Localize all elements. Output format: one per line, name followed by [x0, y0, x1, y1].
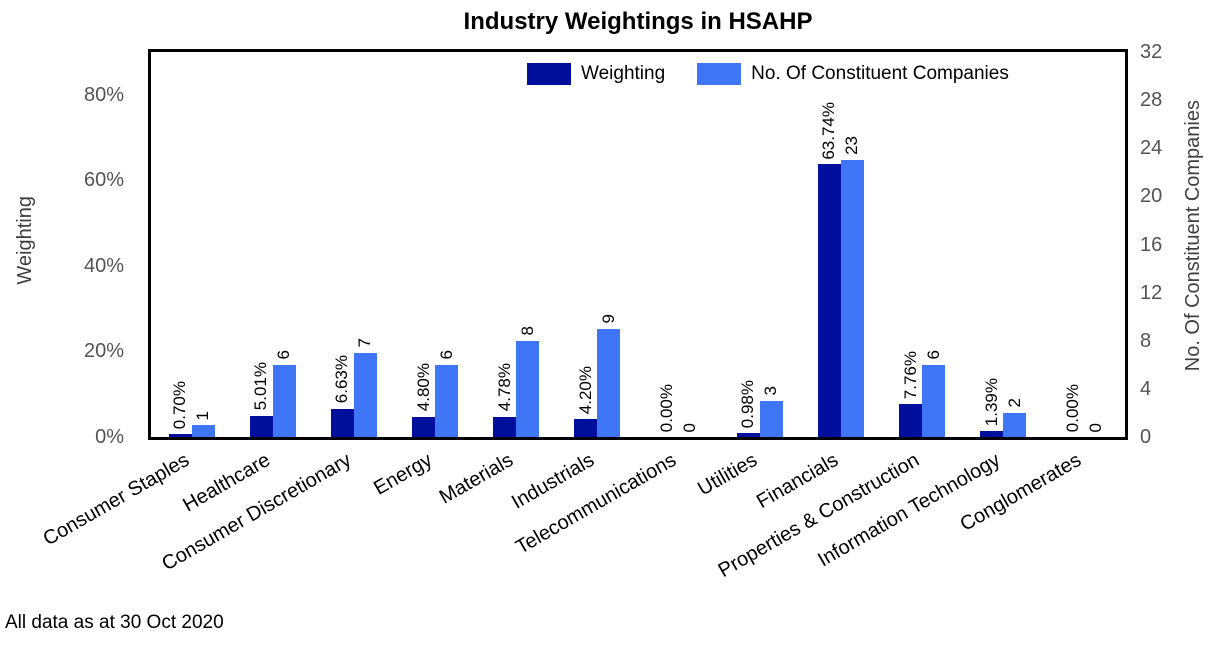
weighting-value-label: 6.63%: [332, 355, 352, 404]
legend-label-companies: No. Of Constituent Companies: [751, 63, 1009, 84]
companies-count-label: 1: [193, 410, 213, 420]
chart-title: Industry Weightings in HSAHP: [463, 8, 813, 35]
companies-swatch: [697, 63, 742, 85]
companies-bar: [516, 340, 540, 437]
legend-item-companies: No. Of Constituent Companies: [697, 63, 1009, 85]
right-axis-tick: 24: [1140, 137, 1163, 160]
companies-bar: [1003, 412, 1027, 437]
weighting-bar: [899, 403, 923, 437]
companies-count-label: 0: [680, 422, 700, 432]
right-axis-tick: 12: [1140, 281, 1163, 304]
weighting-value-label: 1.39%: [981, 377, 1001, 427]
weighting-bar: [330, 408, 354, 437]
companies-bar: [191, 425, 215, 437]
right-axis-tick: 28: [1140, 89, 1163, 112]
weighting-bar: [574, 419, 598, 437]
companies-count-label: 6: [436, 350, 456, 360]
companies-count-label: 9: [598, 314, 618, 324]
weighting-value-label: 4.80%: [413, 363, 433, 412]
footnote: All data as at 30 Oct 2020: [5, 612, 224, 633]
companies-bar: [759, 400, 783, 437]
companies-count-label: 2: [1004, 398, 1024, 408]
right-axis-tick: 8: [1140, 329, 1152, 352]
companies-count-label: 6: [923, 350, 943, 360]
left-axis-tick: 60%: [83, 169, 124, 192]
weighting-value-label: 5.01%: [251, 362, 271, 411]
companies-count-label: 3: [761, 386, 781, 396]
weighting-bar: [249, 415, 273, 437]
companies-count-label: 0: [1085, 422, 1105, 432]
weighting-value-label: 7.76%: [900, 350, 920, 399]
right-axis-tick: 16: [1140, 233, 1163, 256]
weighting-value-label: 4.20%: [575, 365, 595, 414]
companies-bar: [922, 364, 946, 437]
left-axis-tick: 20%: [83, 340, 124, 363]
right-axis-tick: 4: [1140, 377, 1152, 400]
right-axis-tick: 20: [1140, 185, 1163, 208]
companies-bar: [353, 352, 377, 437]
right-axis-tick: 0: [1140, 426, 1152, 448]
weighting-bar: [817, 164, 841, 437]
weighting-bar: [168, 434, 192, 437]
weighting-value-label: 0.70%: [170, 380, 190, 429]
weighting-swatch: [527, 63, 571, 85]
plot-area: Weighting No. Of Constituent Companies 0…: [148, 49, 1128, 440]
weighting-value-label: 0.98%: [738, 379, 758, 428]
legend-label-weighting: Weighting: [581, 63, 666, 84]
legend: Weighting No. Of Constituent Companies: [527, 63, 1009, 85]
companies-bar: [597, 328, 621, 437]
companies-count-label: 8: [517, 326, 537, 336]
companies-bar: [840, 160, 864, 437]
right-axis-tick: 32: [1140, 41, 1163, 63]
weighting-bar: [493, 416, 517, 437]
companies-bar: [435, 364, 459, 437]
left-axis-tick: 80%: [83, 83, 124, 106]
left-axis-tick: 40%: [83, 254, 124, 277]
companies-count-label: 6: [274, 350, 294, 360]
weighting-value-label: 0.00%: [657, 383, 677, 432]
companies-count-label: 7: [355, 338, 375, 348]
legend-item-weighting: Weighting: [527, 63, 665, 85]
weighting-bar: [736, 432, 760, 437]
weighting-bar: [980, 431, 1004, 437]
weighting-value-label: 0.00%: [1062, 383, 1082, 432]
weighting-value-label: 4.78%: [494, 363, 514, 412]
companies-count-label: 23: [842, 136, 862, 156]
left-axis-tick: 0%: [95, 426, 124, 448]
weighting-value-label: 63.74%: [819, 101, 839, 160]
companies-bar: [272, 364, 296, 437]
weighting-bar: [412, 416, 436, 437]
